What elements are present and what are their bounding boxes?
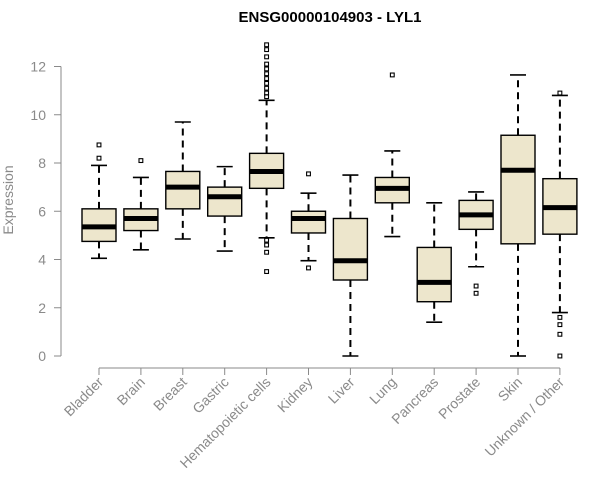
box-iqr bbox=[416, 246, 452, 303]
outlier-point bbox=[264, 42, 270, 48]
outlier-point bbox=[96, 142, 102, 148]
y-axis-label: Expression bbox=[0, 165, 16, 234]
chart-title: ENSG00000104903 - LYL1 bbox=[239, 9, 422, 26]
x-tick-label: Prostate bbox=[435, 374, 483, 422]
box-group bbox=[290, 171, 327, 271]
x-tick-label: Unknown / Other bbox=[481, 374, 567, 460]
outlier-point bbox=[557, 331, 563, 337]
box-group bbox=[374, 72, 410, 238]
outlier-point bbox=[264, 47, 270, 53]
outlier-point bbox=[264, 54, 270, 60]
outlier-point bbox=[264, 237, 270, 243]
x-tick-label: Kidney bbox=[274, 374, 316, 416]
outlier-point bbox=[264, 71, 270, 77]
box-group bbox=[542, 90, 578, 359]
box-group bbox=[416, 202, 452, 324]
box-iqr bbox=[332, 217, 369, 281]
outlier-point bbox=[557, 90, 563, 96]
y-tick-label: 10 bbox=[30, 107, 46, 123]
y-tick-label: 12 bbox=[30, 59, 46, 75]
box-iqr bbox=[165, 170, 201, 210]
outlier-point bbox=[473, 290, 479, 296]
outlier-point bbox=[557, 322, 563, 328]
y-tick-label: 8 bbox=[38, 155, 46, 171]
outlier-point bbox=[473, 283, 479, 289]
y-tick-label: 4 bbox=[38, 252, 46, 268]
outlier-point bbox=[138, 158, 144, 164]
outlier-point bbox=[306, 265, 311, 271]
x-tick-label: Breast bbox=[150, 374, 190, 414]
outlier-point bbox=[264, 61, 270, 67]
x-tick-label: Pancreas bbox=[388, 374, 441, 427]
box-group bbox=[458, 191, 494, 296]
outlier-point bbox=[264, 80, 270, 86]
outlier-point bbox=[264, 66, 270, 72]
x-tick-label: Skin bbox=[495, 374, 526, 405]
box-group bbox=[81, 142, 117, 260]
plot-area bbox=[81, 42, 578, 359]
outlier-point bbox=[264, 249, 270, 255]
box-group bbox=[206, 165, 243, 252]
box-group bbox=[500, 74, 536, 357]
box-group bbox=[332, 174, 369, 357]
outlier-point bbox=[264, 76, 270, 82]
outlier-point bbox=[264, 85, 270, 91]
box-group bbox=[123, 158, 159, 251]
box-iqr bbox=[500, 134, 536, 245]
x-tick-label: Liver bbox=[325, 374, 358, 407]
y-tick-label: 0 bbox=[38, 348, 46, 364]
box-iqr bbox=[206, 186, 243, 217]
box-group bbox=[165, 121, 201, 240]
outlier-point bbox=[264, 242, 270, 248]
outlier-point bbox=[557, 353, 563, 359]
x-tick-label: Bladder bbox=[61, 374, 107, 420]
y-tick-label: 6 bbox=[38, 203, 46, 219]
x-tick-label: Brain bbox=[114, 374, 148, 408]
box-group bbox=[248, 42, 285, 275]
box-iqr bbox=[290, 210, 327, 234]
y-axis: 0 2 4 6 8 10 12 bbox=[30, 59, 62, 364]
outlier-point bbox=[389, 72, 395, 78]
outlier-point bbox=[557, 314, 563, 320]
outlier-point bbox=[96, 155, 102, 161]
outlier-point bbox=[264, 269, 270, 275]
outlier-point bbox=[264, 90, 270, 96]
y-tick-label: 2 bbox=[38, 300, 46, 316]
x-tick-label: Lung bbox=[366, 374, 399, 407]
outlier-point bbox=[306, 171, 311, 177]
